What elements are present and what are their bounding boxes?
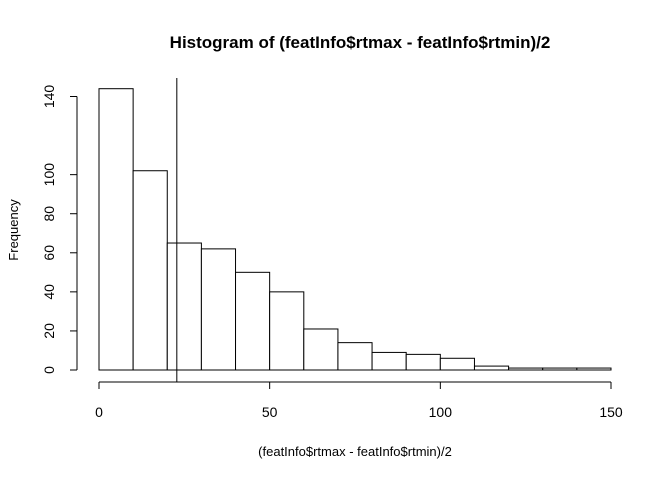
histogram-bar bbox=[337, 342, 373, 371]
y-tick-label: 100 bbox=[41, 163, 57, 187]
x-axis: 0 50 100 150 bbox=[95, 381, 623, 420]
histogram-bar bbox=[508, 367, 544, 371]
y-tick-label: 0 bbox=[41, 366, 57, 374]
histogram-bar bbox=[371, 351, 407, 371]
chart-title: Histogram of (featInfo$rtmax - featInfo$… bbox=[170, 33, 551, 52]
histogram-bar bbox=[166, 242, 202, 371]
histogram-bar bbox=[439, 357, 475, 371]
y-tick-label: 140 bbox=[41, 85, 57, 109]
histogram-bar bbox=[576, 367, 612, 371]
x-axis-title: (featInfo$rtmax - featInfo$rtmin)/2 bbox=[258, 444, 452, 459]
histogram-bar bbox=[405, 353, 441, 371]
y-tick-label: 20 bbox=[41, 323, 57, 339]
x-tick-label: 50 bbox=[262, 404, 278, 420]
histogram-bar bbox=[235, 271, 271, 371]
y-tick-label: 80 bbox=[41, 206, 57, 222]
y-axis: 0 20 40 60 80 100 140 bbox=[41, 85, 78, 374]
y-tick-label: 60 bbox=[41, 245, 57, 261]
histogram-bar bbox=[132, 170, 168, 371]
histogram-bar bbox=[303, 328, 339, 371]
x-tick-label: 100 bbox=[429, 404, 453, 420]
bars-group bbox=[98, 88, 612, 371]
x-tick-label: 0 bbox=[95, 404, 103, 420]
histogram-bar bbox=[269, 291, 305, 371]
y-axis-title: Frequency bbox=[6, 199, 21, 261]
histogram-bar bbox=[98, 88, 134, 371]
x-tick-label: 150 bbox=[599, 404, 623, 420]
y-tick-label: 40 bbox=[41, 284, 57, 300]
histogram-bar bbox=[473, 365, 510, 371]
histogram-bar bbox=[542, 367, 578, 371]
histogram-bar bbox=[200, 248, 237, 371]
